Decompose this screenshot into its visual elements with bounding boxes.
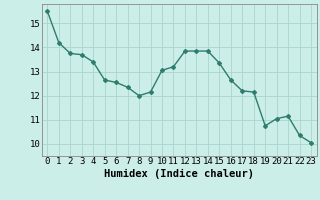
X-axis label: Humidex (Indice chaleur): Humidex (Indice chaleur): [104, 169, 254, 179]
